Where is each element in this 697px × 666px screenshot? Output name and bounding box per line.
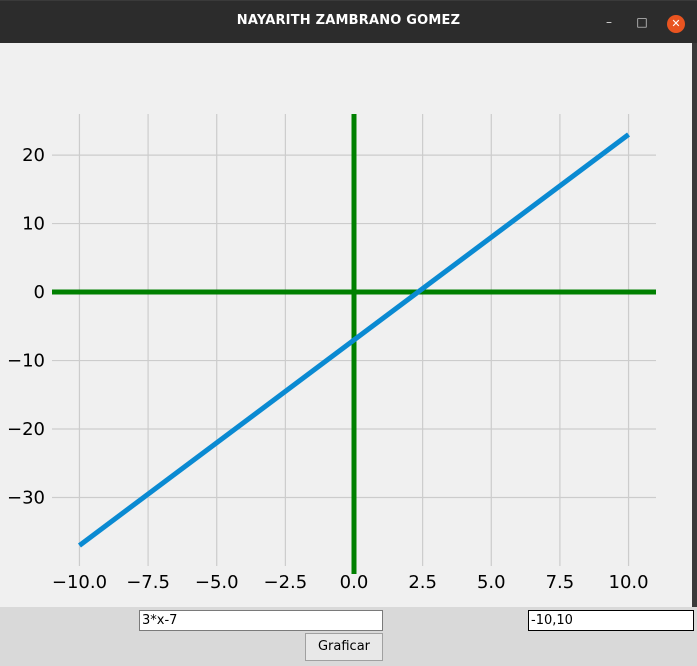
y-tick-label: 0	[34, 282, 45, 303]
y-tick-label: −20	[7, 419, 45, 440]
minimize-button[interactable]: –	[606, 15, 612, 29]
plot-area: −10.0 −7.5 −5.0 −2.5 0.0 2.5 5.0 7.5 10.0 −30 −20 −…	[0, 43, 692, 607]
x-tick-label: 0.0	[340, 572, 369, 593]
maximize-button[interactable]: □	[636, 15, 648, 29]
y-tick-label: 20	[22, 145, 45, 166]
range-input[interactable]	[528, 610, 694, 631]
x-tick-label: 5.0	[477, 572, 506, 593]
graph-button[interactable]: Graficar	[305, 633, 383, 661]
y-tick-label: −10	[7, 351, 45, 372]
x-tick-label: 10.0	[609, 572, 649, 593]
x-tick-label: −5.0	[195, 572, 239, 593]
window-title: NAYARITH ZAMBRANO GOMEZ	[236, 13, 461, 28]
x-tick-label: 7.5	[546, 572, 575, 593]
series-line	[77, 132, 631, 548]
x-tick-label: 2.5	[408, 572, 437, 593]
function-chart: −10.0 −7.5 −5.0 −2.5 0.0 2.5 5.0 7.5 10.0 −30 −20 −…	[7, 114, 656, 593]
function-input[interactable]	[139, 610, 383, 631]
y-tick-label: −30	[7, 488, 45, 509]
y-tick-label: 10	[22, 214, 45, 235]
title-bar: NAYARITH ZAMBRANO GOMEZ – □ ✕	[0, 0, 697, 43]
x-tick-label: −2.5	[264, 572, 308, 593]
close-button[interactable]: ✕	[667, 15, 685, 33]
x-tick-label: −7.5	[126, 572, 170, 593]
x-tick-label: −10.0	[52, 572, 107, 593]
window-edge	[692, 43, 697, 666]
